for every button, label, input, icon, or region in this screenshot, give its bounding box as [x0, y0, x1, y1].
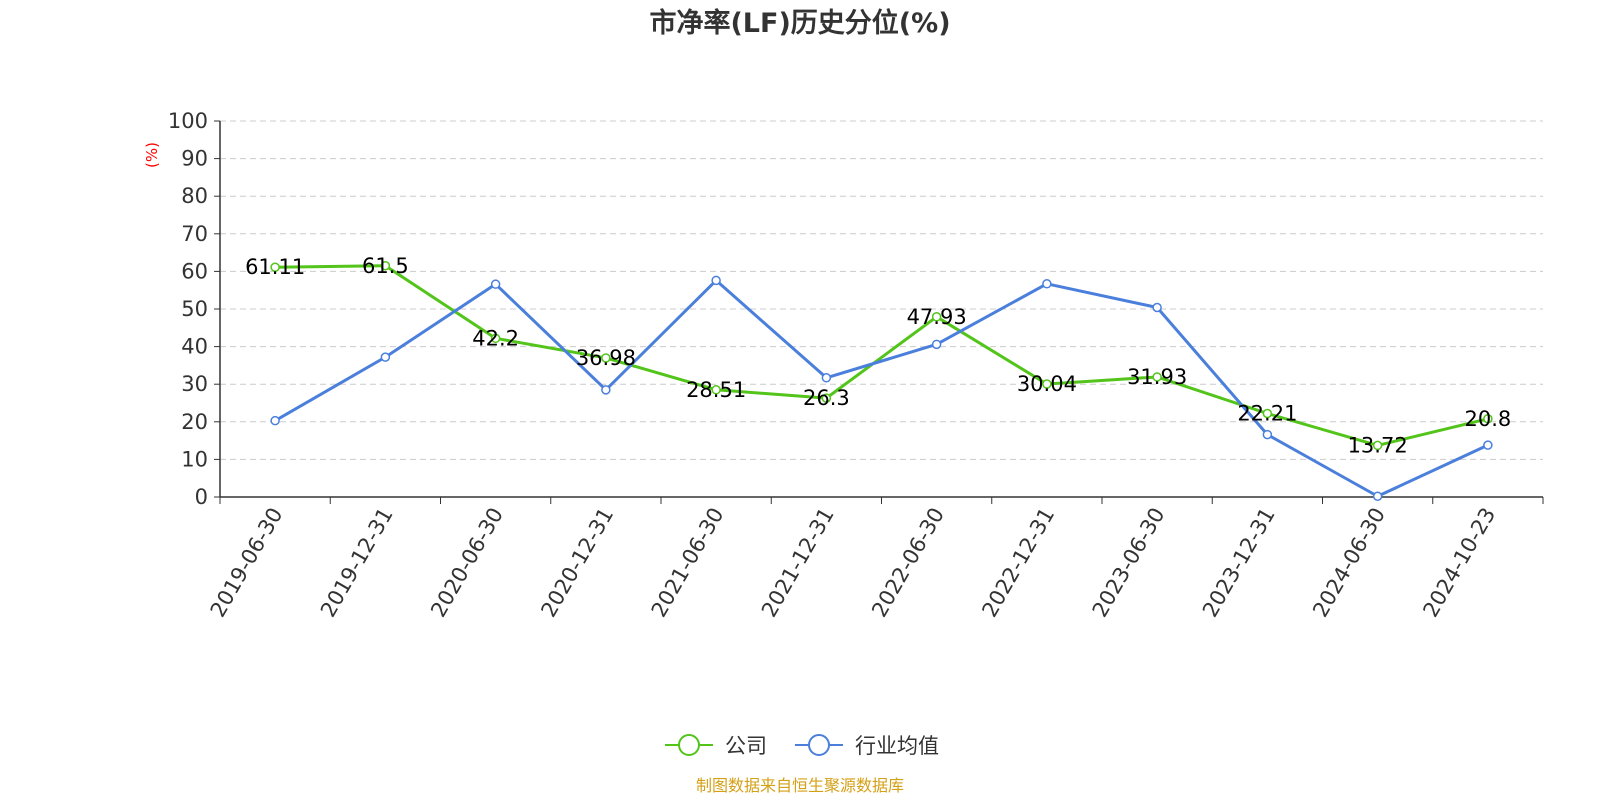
- legend-label: 行业均值: [855, 734, 939, 758]
- x-tick-label: 2021-06-30: [647, 504, 729, 622]
- data-label: 36.98: [576, 346, 636, 370]
- grid: [220, 120, 1543, 460]
- x-tick-label: 2023-06-30: [1088, 504, 1170, 622]
- data-point: [490, 333, 501, 344]
- data-label: 30.04: [1017, 372, 1077, 396]
- data-point: [270, 415, 280, 426]
- data-point: [1372, 440, 1383, 451]
- legend-label: 公司: [725, 734, 767, 758]
- y-tick-label: 10: [181, 447, 208, 471]
- data-point: [1262, 429, 1273, 440]
- data-point: [821, 393, 832, 403]
- y-tick-label: 80: [181, 184, 208, 208]
- data-label: 31.93: [1127, 365, 1187, 389]
- y-tick-label: 70: [181, 222, 208, 246]
- data-point: [380, 261, 391, 271]
- legend-item-0[interactable]: 公司: [665, 734, 767, 758]
- series-line-0: [275, 264, 1489, 447]
- y-tick-label: 60: [181, 259, 208, 283]
- data-point: [1262, 408, 1273, 419]
- data-point: [1152, 372, 1162, 382]
- y-tick-label: 100: [168, 109, 208, 133]
- y-tick-label: 30: [181, 372, 208, 396]
- y-tick-label: 20: [181, 410, 208, 434]
- data-point: [1483, 414, 1493, 424]
- x-tick-label: 2022-12-31: [977, 504, 1059, 622]
- data-label: 28.51: [686, 378, 746, 402]
- data-label: 13.72: [1348, 433, 1408, 457]
- data-point: [1042, 279, 1052, 289]
- y-tick-label: 50: [181, 297, 208, 321]
- data-point: [601, 353, 611, 363]
- series: [270, 261, 1493, 501]
- x-tick-label: 2024-10-23: [1418, 504, 1500, 622]
- data-point: [1042, 379, 1052, 389]
- legend: 公司 行业均值: [665, 734, 939, 758]
- source-note: 制图数据来自恒生聚源数据库: [696, 776, 904, 795]
- data-point: [931, 312, 942, 322]
- data-label: 42.2: [472, 326, 519, 350]
- x-tick-label: 2019-06-30: [206, 504, 288, 622]
- data-point: [380, 352, 391, 362]
- data-point: [931, 339, 942, 350]
- x-tick-label: 2024-06-30: [1308, 504, 1390, 622]
- data-point: [711, 275, 721, 286]
- x-tick-label: 2023-12-31: [1198, 504, 1280, 622]
- legend-marker: [808, 734, 830, 756]
- data-label: 22.21: [1237, 401, 1297, 425]
- data-point: [490, 279, 501, 289]
- data-point: [1152, 302, 1162, 313]
- data-point: [270, 262, 280, 272]
- y-tick-label: 90: [181, 147, 208, 171]
- y-axis-unit: (%): [143, 142, 161, 168]
- data-label: 26.3: [803, 386, 850, 410]
- x-tick-label: 2020-12-31: [536, 504, 618, 622]
- chart-title: 市净率(LF)历史分位(%): [649, 7, 950, 39]
- x-tick-label: 2022-06-30: [867, 504, 949, 622]
- y-tick-label: 0: [195, 485, 208, 509]
- data-point: [1483, 440, 1493, 450]
- data-label: 20.8: [1464, 407, 1511, 431]
- legend-marker: [678, 734, 700, 756]
- data-label: 47.93: [907, 305, 967, 329]
- series-line-1: [274, 278, 1489, 498]
- x-tick-label: 2021-12-31: [757, 504, 839, 622]
- data-label: 61.11: [245, 255, 305, 279]
- y-tick-label: 40: [181, 335, 208, 359]
- data-label: 61.5: [362, 254, 409, 278]
- data-point: [1372, 491, 1383, 501]
- data-point: [601, 385, 611, 395]
- data-labels: 61.11 61.5 42.2 36.98 28.51 26.3 47.93 30.04 31.…: [245, 254, 1511, 458]
- data-point: [821, 373, 832, 383]
- data-point: [711, 385, 721, 395]
- x-tick-label: 2019-12-31: [316, 504, 398, 622]
- legend-item-1[interactable]: 行业均值: [795, 734, 939, 758]
- x-tick-label: 2020-06-30: [426, 504, 508, 622]
